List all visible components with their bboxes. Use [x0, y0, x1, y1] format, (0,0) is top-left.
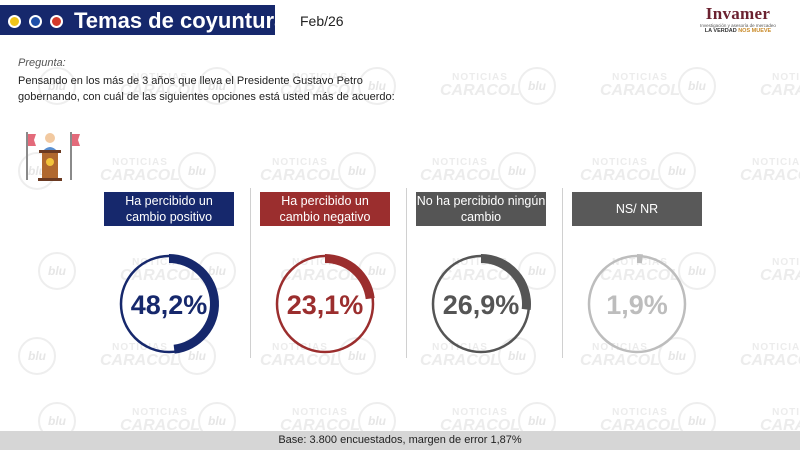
watermark-blu-logo: blu — [38, 252, 76, 290]
donut-chart: 1,9% — [587, 254, 687, 354]
logo-tagline-a: LA VERDAD — [704, 28, 737, 34]
column-separator — [562, 188, 563, 358]
option-positive: Ha percibido un cambio positivo 48,2% — [90, 190, 250, 355]
column-separator — [250, 188, 251, 358]
option-negative: Ha percibido un cambio negativo 23,1% — [246, 190, 406, 355]
option-header: Ha percibido un cambio negativo — [260, 192, 390, 226]
logo-tagline: LA VERDAD NOS MUEVE — [688, 28, 788, 34]
watermark-blu-logo: blu — [18, 337, 56, 375]
page-title: Temas de coyuntura — [74, 8, 287, 33]
footer-base-note: Base: 3.800 encuestados, margen de error… — [0, 431, 800, 450]
watermark-blu-logo: blu — [658, 152, 696, 190]
donut-value-arc — [325, 254, 375, 300]
yellow-dot-icon — [8, 15, 21, 28]
watermark-blu-logo: blu — [178, 152, 216, 190]
donut-chart: 48,2% — [119, 254, 219, 354]
watermark-blu-logo: blu — [338, 152, 376, 190]
donut-value-label: 26,9% — [443, 290, 520, 320]
donut-value-label: 48,2% — [131, 290, 208, 320]
option-header: No ha percibido ningún cambio — [416, 192, 546, 226]
donut-value-label: 1,9% — [606, 290, 668, 320]
red-dot-icon — [50, 15, 63, 28]
watermark-blu-logo: blu — [498, 152, 536, 190]
invamer-logo: Invamer Investigación y asesoría de merc… — [688, 4, 788, 34]
logo-tagline-b: NOS MUEVE — [738, 28, 772, 34]
watermark-blu-logo: blu — [518, 67, 556, 105]
donut-value-label: 23,1% — [287, 290, 364, 320]
donut-chart: 26,9% — [431, 254, 531, 354]
option-header: NS/ NR — [572, 192, 702, 226]
logo-name: Invamer — [705, 4, 771, 23]
question-label: Pregunta: — [18, 57, 66, 69]
option-header: Ha percibido un cambio positivo — [104, 192, 234, 226]
column-separator — [406, 188, 407, 358]
option-no-change: No ha percibido ningún cambio 26,9% — [402, 190, 562, 355]
donut-value-arc — [637, 254, 643, 264]
title-bar: Temas de coyuntura — [0, 5, 286, 35]
logo-subtitle: Investigación y asesoría de mercadeo — [700, 23, 776, 28]
donut-value-arc — [169, 254, 219, 354]
donut-chart: 23,1% — [275, 254, 375, 354]
option-ns-nr: NS/ NR 1,9% — [558, 190, 718, 355]
donut-value-arc — [481, 254, 531, 310]
blue-dot-icon — [29, 15, 42, 28]
question-text: Pensando en los más de 3 años que lleva … — [18, 75, 395, 103]
report-date: Feb/26 — [300, 13, 344, 29]
podium-icon — [26, 132, 80, 181]
watermark-blu-logo: blu — [678, 67, 716, 105]
